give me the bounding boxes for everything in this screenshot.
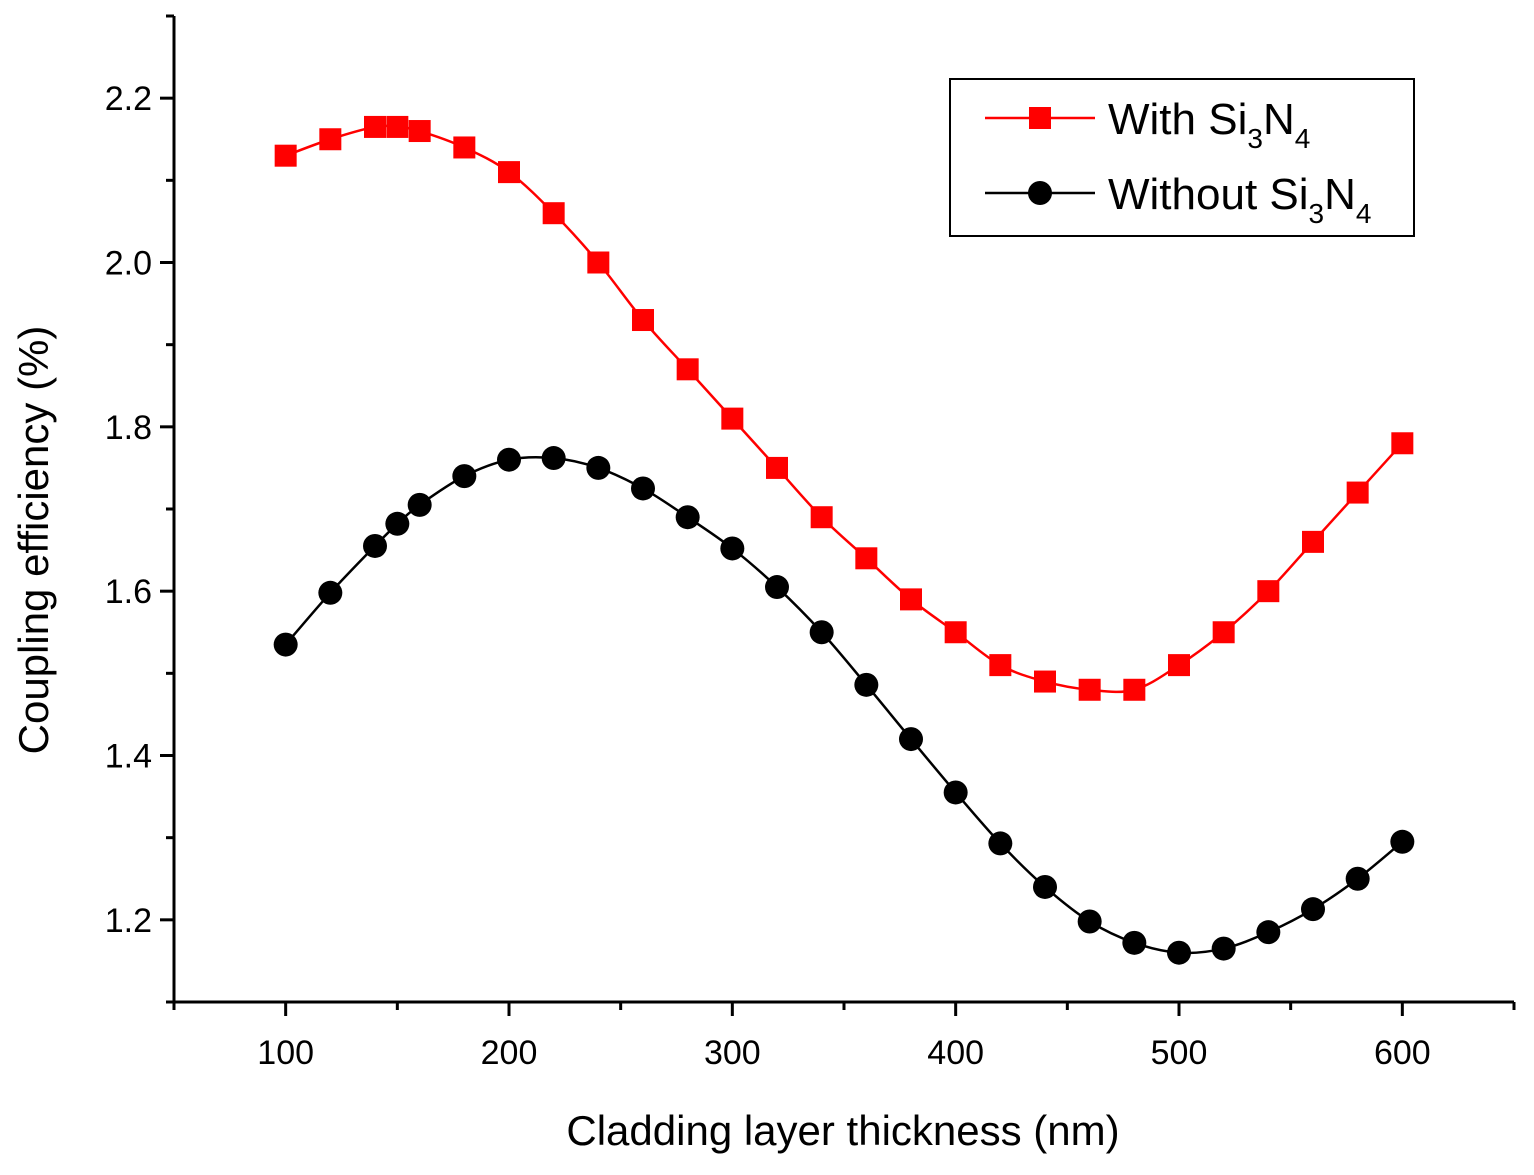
data-point	[319, 128, 342, 151]
y-tick-label: 2.2	[105, 80, 152, 118]
data-point	[989, 654, 1012, 677]
data-point	[364, 115, 386, 138]
data-point	[943, 780, 968, 805]
y-axis-title: Coupling efficiency (%)	[10, 326, 57, 755]
data-point	[586, 455, 611, 480]
data-point	[1168, 654, 1190, 677]
data-point	[318, 580, 343, 605]
data-point	[809, 620, 834, 645]
data-point	[452, 464, 477, 489]
data-point	[1256, 920, 1281, 945]
data-point	[632, 309, 654, 332]
y-tick-label: 1.2	[105, 902, 152, 940]
y-tick-label: 2.0	[105, 245, 152, 283]
data-point	[988, 831, 1013, 856]
data-point	[587, 251, 610, 274]
data-point	[274, 144, 297, 167]
data-point	[855, 547, 878, 570]
data-point	[273, 632, 298, 657]
axes: 100 200 300 400 500 600 1.2 1.4 1.6 1.8 2.0 2.2	[105, 14, 1516, 1072]
data-point	[721, 407, 744, 430]
data-point	[899, 727, 923, 752]
series-line	[284, 455, 1404, 955]
series-1	[274, 115, 1414, 701]
data-point	[810, 506, 833, 529]
data-point	[900, 588, 922, 611]
legend-swatch-marker	[1028, 181, 1052, 205]
data-point	[363, 533, 387, 558]
data-point	[944, 621, 967, 644]
legend-box	[949, 78, 1415, 237]
data-point	[541, 446, 566, 471]
data-point	[1302, 530, 1324, 553]
data-point	[1078, 678, 1101, 701]
data-point	[1212, 621, 1235, 644]
data-point	[1345, 866, 1370, 891]
data-point	[408, 120, 431, 143]
data-point	[1301, 897, 1325, 922]
data-point	[631, 476, 655, 501]
data-point	[676, 358, 699, 381]
data-point	[497, 447, 521, 472]
legend: With Si3N4 Without Si3N4	[949, 78, 1415, 237]
data-point	[498, 161, 520, 184]
legend-label: With Si3N4	[1108, 95, 1310, 154]
legend-swatch-marker	[1029, 107, 1051, 129]
data-point	[542, 202, 565, 225]
data-point	[675, 505, 700, 530]
data-point	[453, 136, 476, 159]
y-tick-label: 1.4	[105, 738, 152, 776]
x-tick-label: 400	[927, 1034, 984, 1072]
data-point	[1346, 481, 1369, 504]
data-point	[766, 456, 788, 479]
y-tick-label: 1.8	[105, 409, 152, 447]
x-tick-label: 100	[257, 1034, 314, 1072]
legend-label: Without Si3N4	[1108, 170, 1371, 229]
plot-area	[273, 115, 1415, 965]
x-tick-label: 200	[481, 1034, 538, 1072]
data-point	[1391, 432, 1414, 455]
data-point	[854, 672, 879, 697]
data-point	[1122, 930, 1147, 955]
data-point	[386, 115, 409, 138]
series-2	[273, 446, 1415, 965]
data-point	[720, 536, 745, 561]
data-point	[1034, 670, 1056, 693]
x-tick-label: 600	[1374, 1034, 1431, 1072]
x-axis-title: Cladding layer thickness (nm)	[566, 1107, 1119, 1154]
y-tick-label: 1.6	[105, 573, 152, 611]
data-point	[1390, 829, 1415, 854]
data-point	[407, 492, 432, 517]
data-point	[765, 575, 789, 600]
data-point	[1257, 580, 1280, 603]
data-point	[1123, 678, 1146, 701]
x-tick-label: 300	[704, 1034, 761, 1072]
data-point	[1077, 909, 1102, 934]
data-point	[1033, 874, 1057, 899]
x-tick-label: 500	[1151, 1034, 1208, 1072]
data-point	[1167, 940, 1191, 965]
data-point	[385, 511, 410, 536]
data-point	[1211, 936, 1236, 961]
